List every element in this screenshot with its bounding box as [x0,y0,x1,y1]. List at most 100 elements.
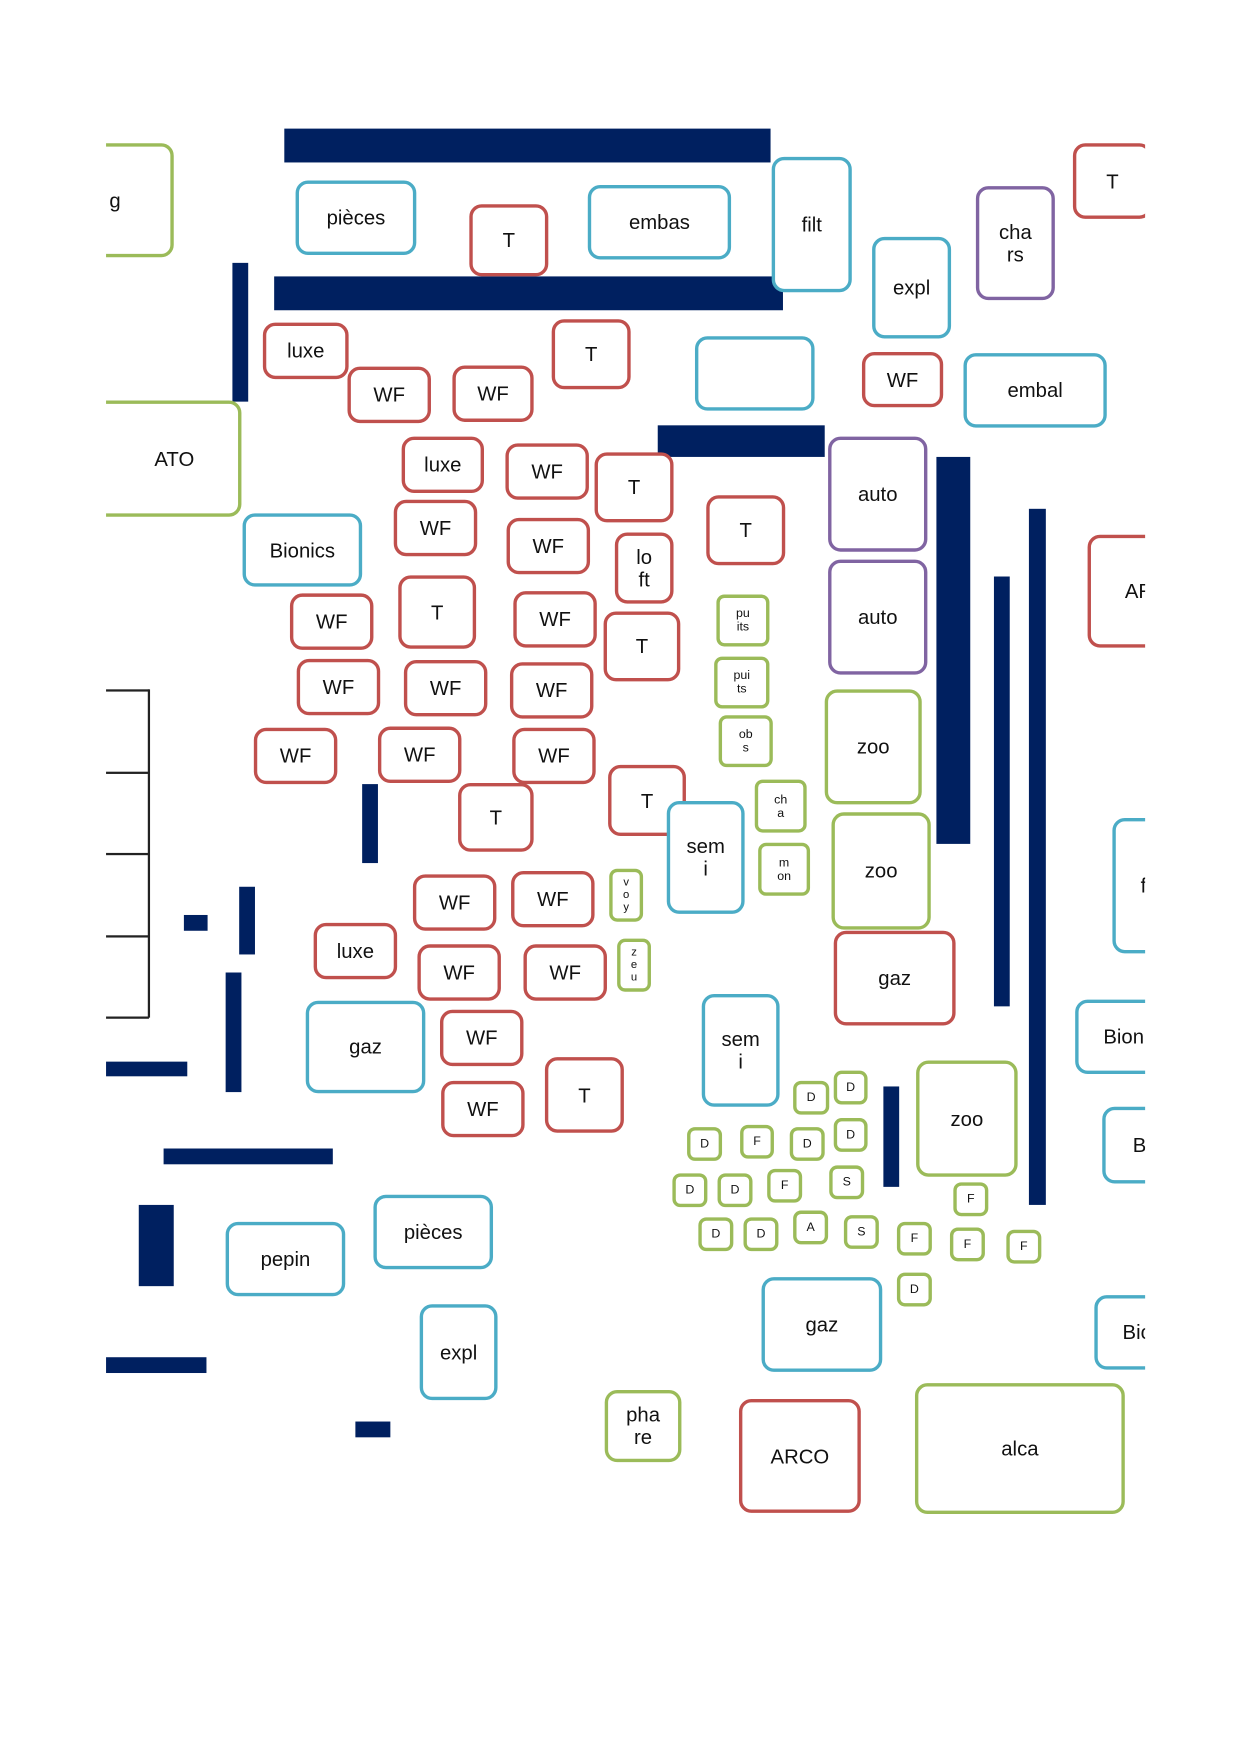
node-box: WF [511,870,595,928]
navy-bar [106,1061,188,1077]
node-box: WF [377,726,462,783]
small-box: S [829,1165,865,1200]
node-box: WF [412,874,497,931]
node-box: T [544,1057,624,1133]
navy-bar [355,1421,391,1438]
node-box: luxe [262,322,349,380]
node-box: WF [452,365,534,422]
bracket-tick [106,935,149,937]
small-box: D [672,1173,708,1208]
small-box: F [767,1168,803,1203]
node-box: T [706,495,786,566]
small-box: F [953,1182,989,1217]
navy-bar [232,262,249,402]
small-box: S [843,1215,879,1249]
navy-bar [883,1086,900,1187]
node-box: luxe [313,922,398,980]
node-box: WF [393,499,478,557]
node-box: expl [872,236,952,339]
navy-bar [274,276,783,311]
node-box: g [106,143,174,258]
node-box: sem i [666,801,745,914]
node-box: filt [771,156,852,293]
node-box: WF [347,366,431,424]
small-box: D [717,1173,753,1208]
node-box: pièces [373,1194,494,1270]
node-box: alca [914,1383,1125,1515]
node-box: luxe [401,436,484,494]
navy-bar [138,1204,174,1287]
node-box: T [469,204,549,277]
navy-bar [993,576,1010,1007]
node-box: z e u [617,938,651,992]
node-box: ATO [106,400,242,517]
navy-bar [1028,508,1046,1205]
node-box: WF [289,593,374,650]
small-box: F [949,1227,985,1262]
small-box: D [793,1080,830,1115]
navy-bar [183,914,208,931]
node-box: lo ft [614,532,674,604]
node-box: pu its [716,594,770,647]
node-box: WF [296,658,381,716]
small-box: D [833,1118,868,1152]
diagram-clip: g pièces T embas filt T cha rs expl luxe… [106,0,1146,1754]
node-box: WF [417,944,501,1001]
navy-bar [225,972,242,1093]
node-box: zoo [916,1060,1018,1177]
node-box: auto [828,436,928,552]
navy-bar [362,784,378,864]
node-box: m on [758,842,811,896]
node-box: Bion [1075,999,1146,1075]
node-box: ch a [754,779,807,833]
node-box: T [1072,143,1146,219]
node-box: T [594,452,674,523]
small-box: F [896,1221,932,1256]
navy-bar [106,1357,207,1374]
node-box: zoo [824,689,922,805]
bracket-tick [106,771,149,774]
node-box: Bionics [242,513,363,587]
bracket-tick [106,852,149,855]
small-box: F [740,1124,774,1159]
navy-bar [239,886,255,955]
navy-bar [657,425,825,457]
node-box: pièces [295,180,417,255]
small-box: A [793,1210,829,1245]
node-box: gaz [761,1277,883,1372]
node-box: B [1102,1106,1146,1184]
node-box: ARCO [738,1398,861,1513]
navy-bar [936,456,971,844]
node-box: gaz [305,1000,426,1094]
node-box: cha rs [975,186,1055,301]
node-box: pha re [604,1389,682,1463]
node-box: f [1112,817,1146,954]
node-box: WF [523,944,607,1001]
node-box: WF [513,591,597,648]
bracket-tick [106,1016,149,1019]
small-box: D [833,1070,868,1105]
node-box: zoo [831,812,931,930]
diagram-content: g pièces T embas filt T cha rs expl luxe… [106,0,1146,1754]
small-box: F [1006,1229,1042,1264]
navy-bar [163,1148,333,1165]
node-box: embas [587,185,732,260]
node-box: WF [403,659,488,717]
node-box: T [603,611,681,682]
node-box: gaz [833,930,956,1026]
node-box: AR [1087,534,1146,648]
node-box: pepin [225,1221,346,1297]
node-box: embal [963,353,1107,428]
node-box: v o y [609,868,644,922]
node-box: auto [828,559,928,675]
node-box: T [398,575,477,649]
node-box: T [551,319,631,390]
node-box: ob s [718,715,773,768]
small-box: D [896,1272,932,1307]
node-box: expl [419,1304,498,1401]
node-box: WF [441,1080,525,1138]
small-box: D [698,1217,734,1252]
node-box: T [458,782,534,852]
small-box: D [789,1127,825,1161]
